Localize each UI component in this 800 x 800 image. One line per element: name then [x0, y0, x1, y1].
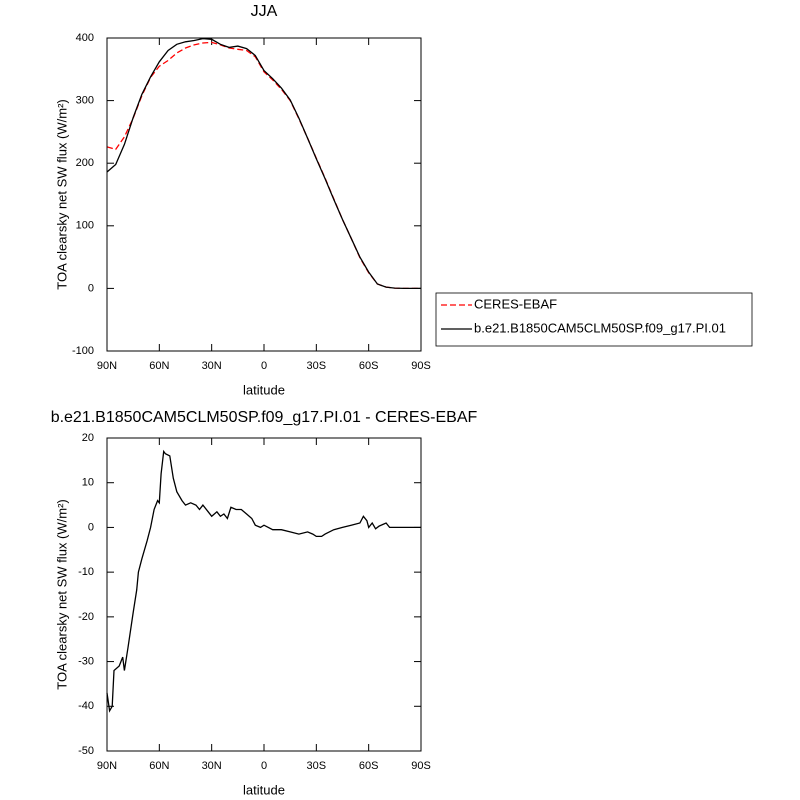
- x-tick-label: 0: [261, 360, 267, 372]
- x-tick-label: 0: [261, 760, 267, 772]
- y-tick-label: 400: [76, 32, 94, 44]
- x-axis-label: latitude: [243, 382, 285, 397]
- x-tick-label: 30S: [307, 360, 327, 372]
- y-tick-label: -20: [78, 611, 94, 623]
- plot-frame: [106, 437, 422, 752]
- series-line: [106, 37, 421, 290]
- x-tick-label: 30N: [202, 360, 222, 372]
- x-tick-label: 90S: [411, 360, 431, 372]
- x-tick-label: 90N: [97, 760, 117, 772]
- y-tick-label: -30: [78, 655, 94, 667]
- y-axis-label: TOA clearsky net SW flux (W/m²): [54, 499, 69, 689]
- chart-title: b.e21.B1850CAM5CLM50SP.f09_g17.PI.01 - C…: [51, 409, 478, 426]
- x-axis-label: latitude: [243, 782, 285, 797]
- series-line: [106, 41, 421, 290]
- y-axis-label: TOA clearsky net SW flux (W/m²): [54, 99, 69, 289]
- y-tick-label: 0: [88, 521, 94, 533]
- series-line: [106, 449, 421, 713]
- y-tick-label: 200: [76, 157, 94, 169]
- y-tick-label: 100: [76, 220, 94, 232]
- legend-box: [435, 292, 753, 347]
- legend-label: b.e21.B1850CAM5CLM50SP.f09_g17.PI.01: [474, 320, 726, 335]
- y-tick-label: 0: [88, 282, 94, 294]
- chart-title: JJA: [251, 3, 278, 20]
- y-tick-label: 20: [82, 432, 94, 444]
- y-tick-label: -100: [72, 345, 94, 357]
- x-tick-label: 30S: [307, 760, 327, 772]
- x-tick-label: 30N: [202, 760, 222, 772]
- y-tick-label: -40: [78, 700, 94, 712]
- x-tick-label: 60S: [359, 360, 379, 372]
- x-tick-label: 90S: [411, 760, 431, 772]
- x-tick-label: 60S: [359, 760, 379, 772]
- y-tick-label: 300: [76, 95, 94, 107]
- legend-label: CERES-EBAF: [474, 296, 557, 311]
- y-tick-label: -10: [78, 566, 94, 578]
- y-tick-label: -50: [78, 745, 94, 757]
- x-tick-label: 60N: [149, 360, 169, 372]
- plot-frame: [106, 37, 422, 352]
- x-tick-label: 60N: [149, 760, 169, 772]
- y-tick-label: 10: [82, 477, 94, 489]
- x-tick-label: 90N: [97, 360, 117, 372]
